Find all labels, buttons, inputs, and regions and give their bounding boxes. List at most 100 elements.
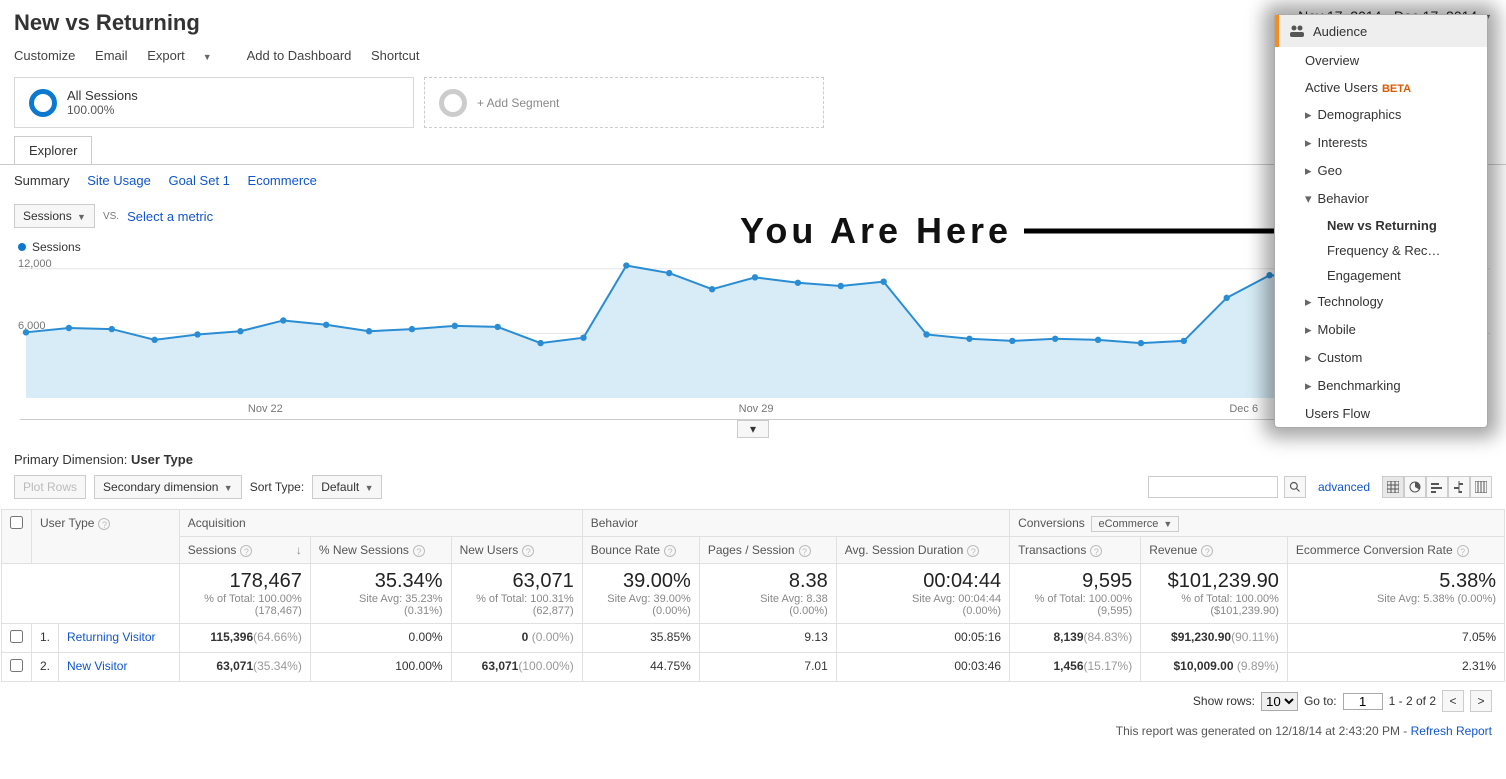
email-link[interactable]: Email bbox=[95, 48, 128, 63]
annotation-text: You Are Here bbox=[740, 210, 1012, 252]
help-icon[interactable]: ? bbox=[1090, 545, 1102, 557]
total-sub: % of Total: 100.00% bbox=[1149, 593, 1279, 605]
sort-type-selector[interactable]: Default ▼ bbox=[312, 475, 382, 499]
nav-section-audience[interactable]: Audience bbox=[1275, 15, 1487, 47]
col-bounce[interactable]: Bounce Rate? bbox=[582, 537, 699, 564]
export-link[interactable]: Export▼ bbox=[147, 48, 228, 63]
ytick-label: 6,000 bbox=[18, 320, 46, 332]
total-sub: (0.31%) bbox=[319, 605, 443, 617]
add-segment[interactable]: + Add Segment bbox=[424, 77, 824, 128]
nav-behavior[interactable]: Behavior bbox=[1275, 185, 1487, 213]
group-behavior: Behavior bbox=[582, 510, 1009, 537]
segment-percent: 100.00% bbox=[67, 103, 138, 117]
subtab-goal-set[interactable]: Goal Set 1 bbox=[168, 173, 229, 188]
nav-overview[interactable]: Overview bbox=[1275, 47, 1487, 74]
total-sub: ($101,239.90) bbox=[1149, 605, 1279, 617]
col-sessions[interactable]: Sessions?↓ bbox=[179, 537, 310, 564]
total-sub: (0.00%) bbox=[845, 605, 1001, 617]
group-conversions: Conversions eCommerce ▼ bbox=[1010, 510, 1505, 537]
donut-icon bbox=[29, 89, 57, 117]
total-pages: 8.38 bbox=[708, 570, 828, 593]
sort-desc-icon: ↓ bbox=[296, 543, 302, 557]
refresh-report-link[interactable]: Refresh Report bbox=[1411, 724, 1492, 738]
customize-link[interactable]: Customize bbox=[14, 48, 75, 63]
view-table-icon[interactable] bbox=[1382, 476, 1404, 498]
audience-icon bbox=[1289, 23, 1305, 39]
nav-interests[interactable]: Interests bbox=[1275, 129, 1487, 157]
advanced-link[interactable]: advanced bbox=[1318, 480, 1370, 494]
next-page-button[interactable]: > bbox=[1470, 690, 1492, 712]
view-comparison-icon[interactable] bbox=[1448, 476, 1470, 498]
nav-new-vs-returning[interactable]: New vs Returning bbox=[1275, 213, 1487, 238]
nav-geo[interactable]: Geo bbox=[1275, 157, 1487, 185]
vs-label: VS. bbox=[103, 211, 119, 222]
primary-metric-selector[interactable]: Sessions ▼ bbox=[14, 204, 95, 228]
view-pie-icon[interactable] bbox=[1404, 476, 1426, 498]
chart-expand-handle[interactable]: ▾ bbox=[737, 420, 769, 438]
help-icon[interactable]: ? bbox=[413, 545, 425, 557]
nav-demographics[interactable]: Demographics bbox=[1275, 101, 1487, 129]
segment-all-sessions[interactable]: All Sessions 100.00% bbox=[14, 77, 414, 128]
nav-frequency[interactable]: Frequency & Rec… bbox=[1275, 238, 1487, 263]
xtick-label: Nov 29 bbox=[739, 403, 774, 415]
view-bar-icon[interactable] bbox=[1426, 476, 1448, 498]
col-revenue[interactable]: Revenue? bbox=[1141, 537, 1288, 564]
secondary-dimension-selector[interactable]: Secondary dimension ▼ bbox=[94, 475, 242, 499]
total-sub: Site Avg: 5.38% (0.00%) bbox=[1296, 593, 1496, 605]
help-icon[interactable]: ? bbox=[1201, 545, 1213, 557]
subtab-ecommerce[interactable]: Ecommerce bbox=[248, 173, 317, 188]
nav-active-users[interactable]: Active UsersBETA bbox=[1275, 74, 1487, 101]
user-type-link[interactable]: Returning Visitor bbox=[67, 630, 156, 644]
search-icon[interactable] bbox=[1284, 476, 1306, 498]
col-user-type[interactable]: User Type? bbox=[32, 510, 180, 564]
col-pages[interactable]: Pages / Session? bbox=[699, 537, 836, 564]
total-sub: % of Total: 100.00% bbox=[1018, 593, 1132, 605]
row-checkbox[interactable] bbox=[10, 659, 23, 672]
help-icon[interactable]: ? bbox=[240, 545, 252, 557]
col-new-users[interactable]: New Users? bbox=[451, 537, 582, 564]
tab-explorer[interactable]: Explorer bbox=[14, 136, 92, 164]
nav-technology[interactable]: Technology bbox=[1275, 288, 1487, 316]
col-duration[interactable]: Avg. Session Duration? bbox=[836, 537, 1009, 564]
beta-badge: BETA bbox=[1382, 83, 1411, 95]
view-pivot-icon[interactable] bbox=[1470, 476, 1492, 498]
total-sub: (0.00%) bbox=[708, 605, 828, 617]
page-title: New vs Returning bbox=[14, 10, 1492, 36]
total-new-users: 63,071 bbox=[460, 570, 574, 593]
subtab-site-usage[interactable]: Site Usage bbox=[87, 173, 151, 188]
help-icon[interactable]: ? bbox=[98, 518, 110, 530]
total-sub: Site Avg: 35.23% bbox=[319, 593, 443, 605]
group-acquisition: Acquisition bbox=[179, 510, 582, 537]
nav-engagement[interactable]: Engagement bbox=[1275, 263, 1487, 288]
total-revenue: $101,239.90 bbox=[1149, 570, 1279, 593]
plot-rows-button[interactable]: Plot Rows bbox=[14, 475, 86, 499]
row-checkbox[interactable] bbox=[10, 630, 23, 643]
subtab-summary[interactable]: Summary bbox=[14, 173, 70, 188]
col-transactions[interactable]: Transactions? bbox=[1010, 537, 1141, 564]
help-icon[interactable]: ? bbox=[522, 545, 534, 557]
add-dashboard-link[interactable]: Add to Dashboard bbox=[247, 48, 352, 63]
shortcut-link[interactable]: Shortcut bbox=[371, 48, 419, 63]
help-icon[interactable]: ? bbox=[1457, 545, 1469, 557]
ytick-label: 12,000 bbox=[18, 258, 52, 270]
select-all-checkbox[interactable] bbox=[10, 516, 23, 529]
user-type-link[interactable]: New Visitor bbox=[67, 659, 127, 673]
help-icon[interactable]: ? bbox=[664, 545, 676, 557]
total-sub: (62,877) bbox=[460, 605, 574, 617]
nav-users-flow[interactable]: Users Flow bbox=[1275, 400, 1487, 427]
search-input[interactable] bbox=[1148, 476, 1278, 498]
col-ecr[interactable]: Ecommerce Conversion Rate? bbox=[1287, 537, 1504, 564]
nav-custom[interactable]: Custom bbox=[1275, 344, 1487, 372]
conversions-selector[interactable]: eCommerce ▼ bbox=[1091, 516, 1179, 532]
help-icon[interactable]: ? bbox=[799, 545, 811, 557]
col-pct-new[interactable]: % New Sessions? bbox=[310, 537, 451, 564]
arrow-icon bbox=[1024, 218, 1304, 244]
select-metric-link[interactable]: Select a metric bbox=[127, 209, 213, 224]
nav-mobile[interactable]: Mobile bbox=[1275, 316, 1487, 344]
show-rows-select[interactable]: 10 bbox=[1261, 692, 1298, 711]
page-range: 1 - 2 of 2 bbox=[1389, 694, 1436, 708]
prev-page-button[interactable]: < bbox=[1442, 690, 1464, 712]
nav-benchmarking[interactable]: Benchmarking bbox=[1275, 372, 1487, 400]
goto-input[interactable] bbox=[1343, 693, 1383, 710]
help-icon[interactable]: ? bbox=[967, 545, 979, 557]
